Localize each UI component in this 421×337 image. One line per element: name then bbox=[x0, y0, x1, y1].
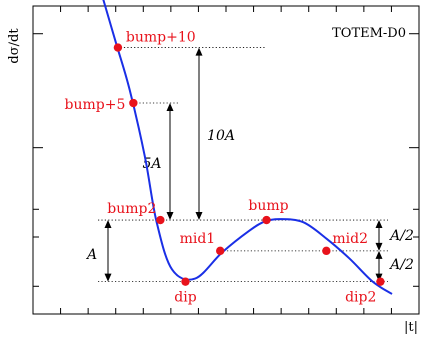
annotation-A: A bbox=[85, 247, 97, 263]
point-label: mid2 bbox=[332, 231, 368, 247]
arrow-head bbox=[195, 212, 203, 221]
arrow-head bbox=[104, 220, 112, 229]
annotation-half-A-upper: A/2 bbox=[388, 228, 414, 244]
data-point bbox=[376, 277, 385, 286]
point-label: bump2 bbox=[107, 201, 156, 217]
arrow-head bbox=[166, 103, 174, 112]
point-label: bump+5 bbox=[65, 97, 126, 113]
annotation-10A: 10A bbox=[207, 128, 235, 144]
arrow-head bbox=[375, 273, 383, 282]
dataset-tag: TOTEM-D0 bbox=[332, 26, 406, 41]
data-point bbox=[262, 215, 271, 225]
point-labels: bump+10 bump+5 bump2 dip mid1 bump mid2 dip2 bbox=[65, 30, 377, 306]
x-axis-label: |t| bbox=[404, 320, 418, 335]
arrow-head bbox=[195, 47, 203, 56]
y-axis-label: dσ/dt bbox=[7, 28, 22, 64]
point-label: mid1 bbox=[180, 231, 216, 247]
arrow-head bbox=[166, 212, 174, 221]
annotation-half-A-lower: A/2 bbox=[388, 257, 414, 273]
data-point bbox=[181, 277, 190, 286]
data-point bbox=[113, 43, 123, 52]
series-line bbox=[102, 0, 393, 295]
arrow-head bbox=[375, 250, 383, 259]
arrow-head bbox=[375, 220, 383, 229]
data-points bbox=[113, 43, 385, 286]
data-point bbox=[216, 246, 225, 256]
point-label: bump bbox=[248, 198, 288, 214]
distance-arrows bbox=[104, 47, 383, 282]
point-label: bump+10 bbox=[126, 30, 196, 46]
point-label: dip2 bbox=[345, 290, 376, 306]
arrow-head bbox=[104, 273, 112, 282]
arrow-head bbox=[375, 242, 383, 251]
data-point bbox=[129, 98, 138, 108]
plot-frame bbox=[32, 5, 420, 315]
point-label: dip bbox=[174, 290, 196, 306]
axis-ticks bbox=[33, 6, 419, 314]
data-point bbox=[156, 215, 165, 225]
guide-lines bbox=[98, 47, 388, 283]
data-point bbox=[322, 246, 331, 256]
